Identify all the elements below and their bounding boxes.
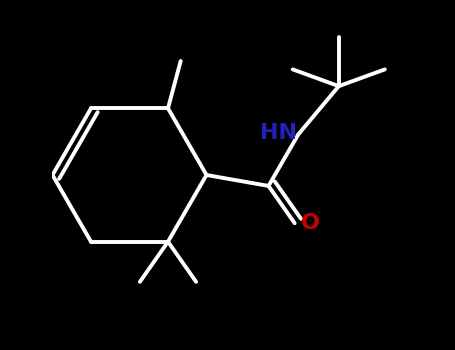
Text: O: O [301, 213, 320, 233]
Text: HN: HN [259, 122, 297, 143]
